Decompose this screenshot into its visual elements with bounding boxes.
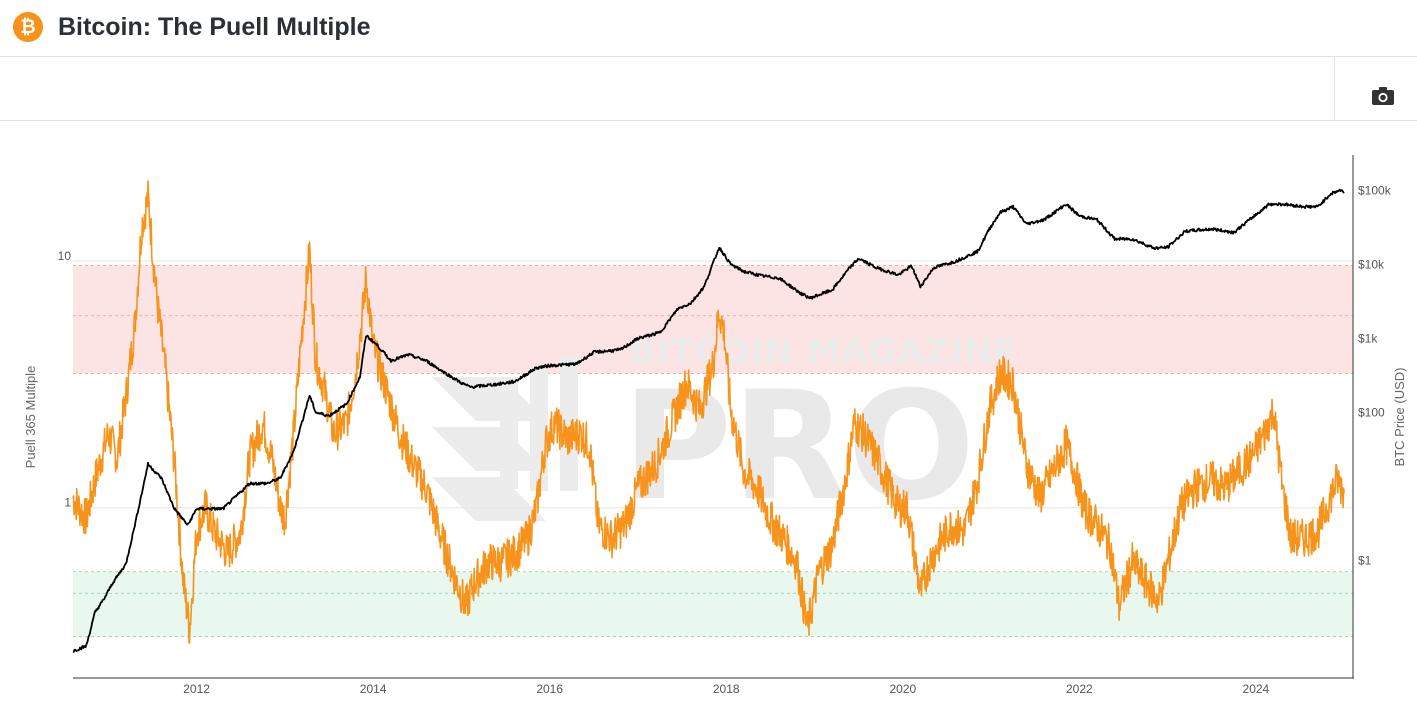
chart-toolbar: [0, 57, 1417, 121]
band-undervalued: [73, 571, 1353, 637]
page-header: ₿ Bitcoin: The Puell Multiple: [0, 0, 1417, 57]
y-right-tick-label: $1k: [1358, 331, 1378, 345]
watermark-stripes-icon: [432, 357, 578, 521]
y-right-tick-label: $1: [1358, 554, 1372, 568]
x-tick-label: 2012: [183, 682, 210, 696]
y-left-tick-label: 1: [64, 496, 71, 510]
bitcoin-logo-icon: ₿: [13, 12, 43, 42]
x-tick-label: 2024: [1243, 682, 1270, 696]
y-axis-left-label: Puell 365 Multiple: [23, 366, 38, 469]
series-puell-multiple: [72, 180, 1345, 644]
watermark-top-text: BITCOIN MAGAZINE: [630, 332, 1018, 372]
puell-multiple-chart: BITCOIN MAGAZINE PRO 2012 2014 2016 2018 202…: [23, 155, 1407, 696]
x-tick-label: 2020: [889, 682, 916, 696]
y-right-tick-label: $100k: [1358, 183, 1392, 197]
y-left-tick-label: 10: [58, 249, 72, 263]
toolbar-divider: [1334, 57, 1335, 120]
watermark: BITCOIN MAGAZINE PRO: [432, 332, 1018, 534]
y-axis-right-label: BTC Price (USD): [1392, 368, 1407, 467]
y-right-tick-label: $100: [1358, 405, 1385, 419]
x-tick-label: 2016: [536, 682, 563, 696]
x-tick-label: 2022: [1066, 682, 1093, 696]
x-tick-label: 2014: [360, 682, 387, 696]
x-tick-label: 2018: [713, 682, 740, 696]
series-btc-price: [72, 188, 1345, 653]
y-right-tick-label: $10k: [1358, 257, 1385, 271]
axis-ticks: 2012 2014 2016 2018 2020 2022 2024 10 1 $100k $10k…: [58, 183, 1392, 696]
page-title: Bitcoin: The Puell Multiple: [58, 13, 371, 41]
camera-icon[interactable]: [1370, 85, 1398, 107]
